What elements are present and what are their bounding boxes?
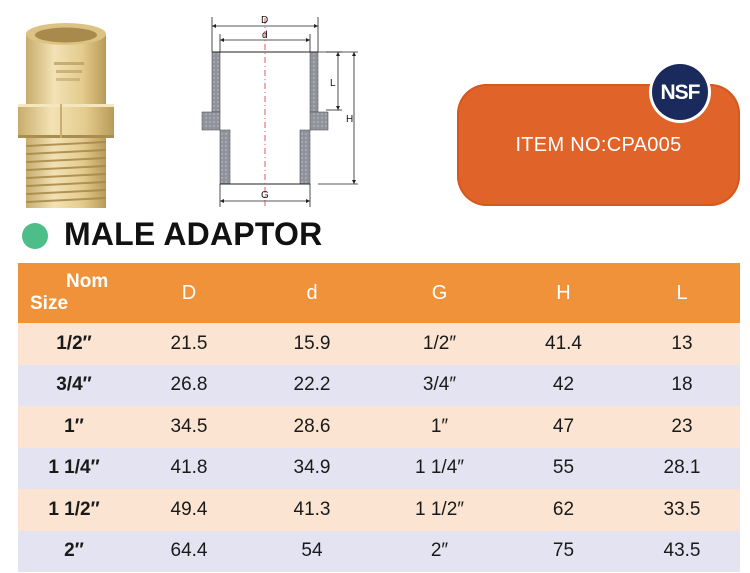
label-L: L (330, 78, 336, 89)
cell-L: 33.5 (624, 489, 740, 531)
cell-G: 2″ (376, 530, 503, 572)
cell-D: 34.5 (130, 406, 248, 448)
header-nom-size: Nom Size (18, 263, 130, 323)
cell-G: 1 1/2″ (376, 489, 503, 531)
cell-size: 1/2″ (18, 323, 130, 365)
cell-d: 22.2 (248, 364, 376, 406)
label-d: d (262, 30, 268, 41)
cell-D: 26.8 (130, 364, 248, 406)
cell-d: 54 (248, 530, 376, 572)
label-G: G (261, 190, 269, 201)
cell-size: 1 1/4″ (18, 447, 130, 489)
cell-L: 13 (624, 323, 740, 365)
header-D: D (130, 263, 248, 323)
header-H: H (503, 263, 624, 323)
table-row: 2″ 64.4 54 2″ 75 43.5 (18, 530, 740, 572)
table-row: 1 1/2″ 49.4 41.3 1 1/2″ 62 33.5 (18, 489, 740, 531)
cell-D: 49.4 (130, 489, 248, 531)
label-D: D (261, 15, 268, 26)
cell-G: 3/4″ (376, 364, 503, 406)
cell-H: 55 (503, 447, 624, 489)
cell-size: 1 1/2″ (18, 489, 130, 531)
label-H: H (346, 114, 353, 125)
cell-d: 28.6 (248, 406, 376, 448)
cell-d: 34.9 (248, 447, 376, 489)
cell-L: 18 (624, 364, 740, 406)
table-row: 1/2″ 21.5 15.9 1/2″ 41.4 13 (18, 323, 740, 365)
nsf-logo-text: NSF (661, 81, 701, 104)
table-header-row: Nom Size D d G H L (18, 263, 740, 323)
page-title: MALE ADAPTOR (64, 216, 323, 252)
table-row: 1 1/4″ 41.8 34.9 1 1/4″ 55 28.1 (18, 447, 740, 489)
cell-G: 1″ (376, 406, 503, 448)
cell-L: 23 (624, 406, 740, 448)
cell-L: 28.1 (624, 447, 740, 489)
table-row: 3/4″ 26.8 22.2 3/4″ 42 18 (18, 364, 740, 406)
cell-H: 42 (503, 364, 624, 406)
spec-table: Nom Size D d G H L 1/2″ 21.5 15.9 1/2″ 4… (18, 263, 740, 572)
green-dot-icon (22, 223, 48, 249)
cell-H: 41.4 (503, 323, 624, 365)
cell-H: 75 (503, 530, 624, 572)
technical-drawing: D d G L H (201, 15, 358, 208)
header-d: d (248, 263, 376, 323)
cell-d: 15.9 (248, 323, 376, 365)
cell-H: 62 (503, 489, 624, 531)
cell-D: 21.5 (130, 323, 248, 365)
cell-size: 1″ (18, 406, 130, 448)
header-nom: Nom (66, 271, 109, 292)
cell-d: 41.3 (248, 489, 376, 531)
cell-D: 41.8 (130, 447, 248, 489)
cell-D: 64.4 (130, 530, 248, 572)
cell-size: 3/4″ (18, 364, 130, 406)
cell-size: 2″ (18, 530, 130, 572)
table-row: 1″ 34.5 28.6 1″ 47 23 (18, 406, 740, 448)
header-L: L (624, 263, 740, 323)
item-number: ITEM NO:CPA005 (515, 134, 682, 156)
cell-G: 1/2″ (376, 323, 503, 365)
cell-H: 47 (503, 406, 624, 448)
header-size: Size (30, 293, 69, 314)
cell-G: 1 1/4″ (376, 447, 503, 489)
nsf-logo-icon: NSF (649, 61, 711, 123)
cell-L: 43.5 (624, 530, 740, 572)
header-G: G (376, 263, 503, 323)
product-photo (18, 23, 114, 208)
